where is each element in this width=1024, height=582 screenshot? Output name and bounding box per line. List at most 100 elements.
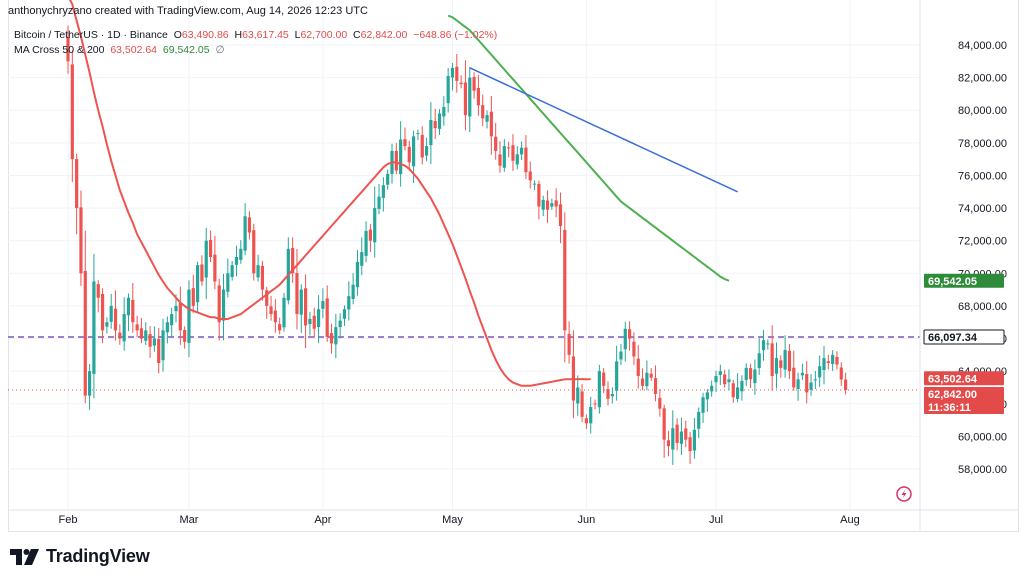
candle[interactable]: [476, 74, 480, 116]
candle[interactable]: [316, 295, 321, 343]
candle[interactable]: [796, 372, 800, 401]
candle[interactable]: [239, 240, 243, 264]
candle[interactable]: [118, 324, 122, 345]
candle[interactable]: [701, 392, 705, 423]
candle[interactable]: [213, 235, 217, 290]
candle[interactable]: [455, 54, 459, 93]
candle[interactable]: [286, 237, 290, 305]
candle[interactable]: [710, 380, 714, 397]
candle[interactable]: [766, 339, 770, 350]
candle[interactable]: [109, 294, 113, 329]
candle[interactable]: [748, 363, 753, 389]
candle[interactable]: [744, 363, 748, 387]
candle[interactable]: [774, 342, 779, 389]
candle[interactable]: [256, 254, 260, 282]
candle[interactable]: [243, 203, 247, 256]
candle[interactable]: [161, 318, 165, 372]
candle[interactable]: [88, 364, 92, 410]
candle[interactable]: [584, 414, 588, 429]
candle[interactable]: [446, 67, 450, 113]
candle[interactable]: [126, 293, 131, 332]
candle[interactable]: [666, 430, 671, 457]
candle[interactable]: [623, 321, 627, 362]
brand-logo[interactable]: TradingView: [10, 546, 150, 567]
candle[interactable]: [278, 317, 282, 335]
candle[interactable]: [679, 417, 684, 456]
candle[interactable]: [403, 127, 407, 151]
candle[interactable]: [740, 375, 744, 401]
candle[interactable]: [494, 122, 498, 160]
candle[interactable]: [96, 280, 100, 313]
candle[interactable]: [381, 177, 385, 212]
candle[interactable]: [550, 198, 554, 210]
candle[interactable]: [105, 317, 109, 334]
candle[interactable]: [355, 249, 360, 296]
candle[interactable]: [113, 290, 118, 341]
flash-icon[interactable]: [896, 486, 912, 502]
candle[interactable]: [593, 399, 597, 410]
candle[interactable]: [567, 321, 571, 364]
candle[interactable]: [70, 50, 74, 183]
candle[interactable]: [399, 121, 403, 187]
candle[interactable]: [675, 418, 679, 451]
ma-indicator-name[interactable]: MA Cross 50 & 200: [14, 44, 105, 56]
candle[interactable]: [554, 188, 558, 218]
candle[interactable]: [714, 370, 718, 392]
candle[interactable]: [528, 161, 532, 189]
candle[interactable]: [809, 374, 813, 396]
candle[interactable]: [515, 146, 519, 170]
candle[interactable]: [787, 343, 792, 379]
candle[interactable]: [606, 381, 610, 406]
candle[interactable]: [373, 186, 377, 258]
candle[interactable]: [753, 359, 757, 395]
candle[interactable]: [187, 280, 191, 358]
candle[interactable]: [532, 180, 537, 191]
candle[interactable]: [649, 368, 653, 381]
price-chart[interactable]: 58,000.0060,000.0062,000.0064,000.0066,0…: [0, 0, 1024, 540]
candle[interactable]: [178, 286, 182, 345]
ma50-line[interactable]: [68, 0, 591, 387]
candle[interactable]: [541, 195, 545, 217]
candle[interactable]: [507, 141, 511, 158]
candle[interactable]: [364, 221, 368, 263]
candle[interactable]: [394, 142, 398, 175]
candle[interactable]: [826, 354, 830, 370]
candle[interactable]: [472, 72, 476, 99]
candle[interactable]: [424, 137, 429, 162]
candle[interactable]: [813, 370, 817, 389]
candle[interactable]: [273, 299, 277, 333]
candle[interactable]: [463, 60, 468, 131]
candle[interactable]: [79, 190, 83, 286]
candle[interactable]: [308, 311, 312, 336]
candle[interactable]: [312, 307, 316, 338]
candle[interactable]: [671, 410, 675, 465]
candle[interactable]: [196, 261, 200, 314]
candle[interactable]: [291, 237, 295, 283]
candle[interactable]: [524, 134, 528, 179]
candle[interactable]: [558, 192, 563, 244]
candle[interactable]: [636, 344, 640, 389]
candle[interactable]: [191, 274, 195, 313]
candle[interactable]: [144, 322, 148, 346]
candle[interactable]: [692, 417, 696, 459]
candle[interactable]: [92, 253, 96, 399]
candle[interactable]: [485, 110, 489, 129]
candle[interactable]: [727, 369, 731, 391]
symbol-name[interactable]: Bitcoin / TetherUS · 1D · Binance: [14, 29, 168, 41]
candle[interactable]: [208, 230, 213, 262]
candle[interactable]: [122, 297, 126, 351]
candle[interactable]: [576, 375, 580, 416]
candle[interactable]: [260, 260, 264, 301]
candle[interactable]: [342, 305, 347, 326]
candle[interactable]: [450, 62, 455, 91]
candle[interactable]: [731, 379, 735, 403]
candle[interactable]: [805, 361, 809, 404]
candle[interactable]: [204, 227, 208, 300]
candle[interactable]: [658, 389, 662, 417]
trendline-line[interactable]: [469, 67, 738, 193]
candle[interactable]: [545, 190, 550, 223]
candle[interactable]: [170, 307, 174, 337]
candle[interactable]: [718, 364, 722, 385]
candle[interactable]: [615, 345, 619, 401]
candle[interactable]: [757, 338, 761, 375]
